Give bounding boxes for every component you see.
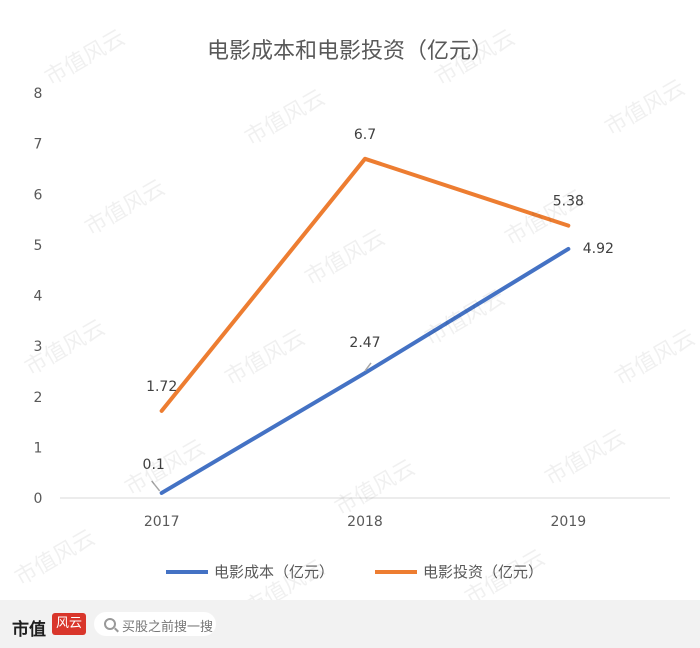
y-tick-label: 6 (34, 187, 43, 203)
x-tick-label: 2017 (144, 514, 180, 530)
leader-line (151, 480, 161, 492)
series-line-0 (159, 246, 571, 495)
y-tick-label: 4 (34, 289, 43, 305)
search-icon (104, 618, 116, 630)
data-label: 0.1 (143, 457, 165, 473)
x-tick-label: 2018 (347, 514, 383, 530)
x-tick-label: 2019 (551, 514, 587, 530)
footer-bar: 市值 风云 买股之前搜一搜 (0, 600, 700, 648)
chart-title: 电影成本和电影投资（亿元） (207, 39, 493, 64)
y-tick-label: 5 (34, 238, 43, 254)
data-label: 2.47 (349, 335, 380, 351)
search-placeholder: 买股之前搜一搜 (122, 620, 214, 635)
y-tick-label: 2 (34, 390, 43, 406)
data-label: 1.72 (146, 379, 177, 395)
data-label: 4.92 (583, 241, 614, 257)
search-box[interactable]: 买股之前搜一搜 (94, 612, 216, 636)
data-label: 5.38 (553, 194, 584, 210)
y-tick-label: 0 (34, 491, 43, 507)
data-label: 6.7 (354, 127, 376, 143)
y-tick-label: 1 (34, 440, 43, 456)
line-chart: 电影成本和电影投资（亿元） 0 1 2 3 4 5 6 7 8 2017 2018 2019 0.1 2.4… (34, 39, 670, 581)
y-tick-label: 7 (34, 137, 43, 153)
y-tick-label: 8 (34, 86, 43, 102)
brand-logo-text: 市值 (12, 620, 46, 640)
legend-label-1: 电影投资（亿元） (423, 563, 543, 581)
legend-label-0: 电影成本（亿元） (214, 563, 334, 581)
leader-line (364, 362, 372, 372)
y-tick-label: 3 (34, 339, 43, 355)
chart-card: 电影成本和电影投资（亿元） 0 1 2 3 4 5 6 7 8 2017 2018 2019 0.1 2.4… (0, 0, 700, 600)
brand-logo-seal: 风云 (52, 613, 86, 635)
series-line-1 (159, 156, 571, 413)
